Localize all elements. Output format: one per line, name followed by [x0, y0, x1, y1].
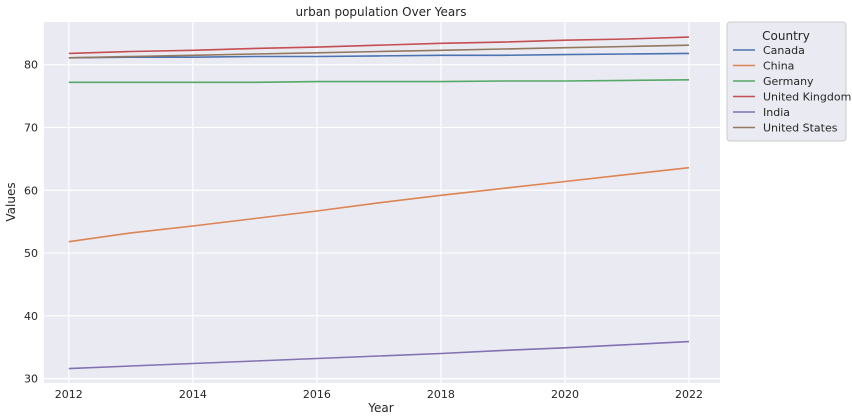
legend-items: Canada China Germany United Kingdom India Uni… [733, 44, 851, 135]
x-tick-label: 2022 [675, 388, 703, 401]
y-tick-label: 60 [24, 184, 38, 197]
legend-box [726, 21, 847, 142]
legend-label-canada: Canada [763, 44, 805, 57]
x-tick-label: 2020 [551, 388, 579, 401]
x-axis-label: Year [367, 401, 393, 415]
legend-label-united-states: United States [763, 122, 838, 135]
x-tick-label: 2014 [179, 388, 207, 401]
series-line-germany [68, 79, 690, 84]
y-tick-label: 30 [24, 373, 38, 386]
legend-label-india: India [763, 106, 790, 119]
y-tick-label: 70 [24, 121, 38, 134]
series-lines [68, 36, 690, 370]
y-axis-ticks: 30 40 50 60 70 80 [24, 59, 38, 386]
legend: Country Canada China Germany United Kingdom… [726, 21, 851, 142]
y-axis-label: Values [4, 182, 18, 221]
legend-label-china: China [763, 60, 794, 73]
series-line-china [68, 166, 690, 243]
legend-label-germany: Germany [763, 75, 814, 88]
y-tick-label: 80 [24, 59, 38, 72]
series-line-united-states [68, 44, 690, 59]
series-line-canada [68, 52, 690, 59]
legend-title: Country [762, 29, 810, 43]
x-axis-ticks: 2012 2014 2016 2018 2020 2022 [55, 388, 703, 401]
series-line-india [68, 340, 690, 370]
x-tick-label: 2012 [55, 388, 83, 401]
y-tick-label: 40 [24, 310, 38, 323]
y-tick-label: 50 [24, 247, 38, 260]
series-line-united-kingdom [68, 36, 690, 55]
legend-label-united-kingdom: United Kingdom [763, 91, 851, 104]
chart-title: urban population Over Years [296, 5, 467, 19]
x-tick-label: 2016 [303, 388, 331, 401]
x-tick-label: 2018 [427, 388, 455, 401]
